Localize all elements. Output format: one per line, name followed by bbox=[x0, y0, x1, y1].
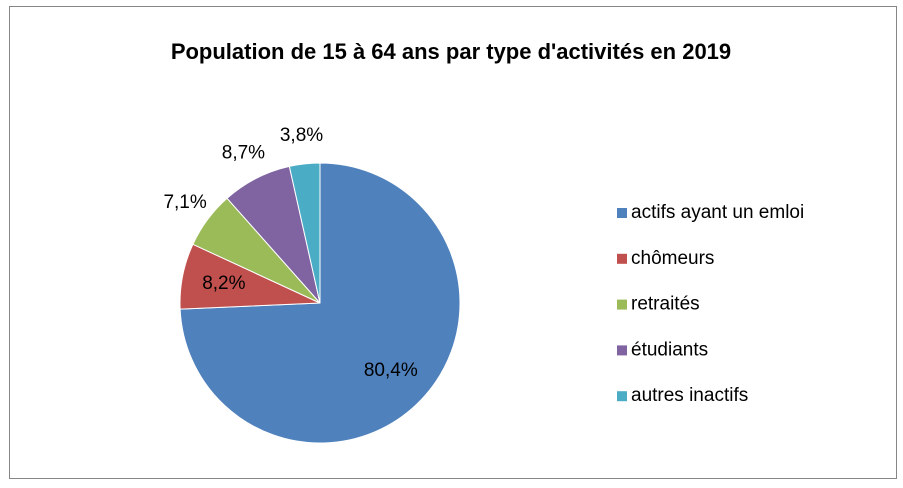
data-label: 3,8% bbox=[280, 125, 323, 146]
data-label: 8,7% bbox=[222, 142, 265, 163]
chart-frame bbox=[9, 6, 897, 479]
pie-slice bbox=[288, 162, 321, 304]
legend-swatch bbox=[617, 208, 627, 218]
legend-swatch bbox=[617, 253, 627, 264]
legend-swatch bbox=[617, 299, 627, 310]
legend-label: autres inactifs bbox=[631, 385, 748, 406]
legend-swatch bbox=[617, 345, 627, 356]
data-label: 8,2% bbox=[202, 273, 245, 294]
legend-label: actifs ayant un emloi bbox=[631, 202, 804, 223]
legend-label: étudiants bbox=[631, 339, 708, 360]
chart-title: Population de 15 à 64 ans par type d'act… bbox=[170, 39, 732, 64]
data-label: 80,4% bbox=[364, 360, 418, 381]
legend-label: retraités bbox=[631, 294, 700, 315]
legend-label: chômeurs bbox=[631, 248, 714, 269]
legend-swatch bbox=[617, 391, 627, 402]
data-label: 7,1% bbox=[163, 192, 206, 213]
